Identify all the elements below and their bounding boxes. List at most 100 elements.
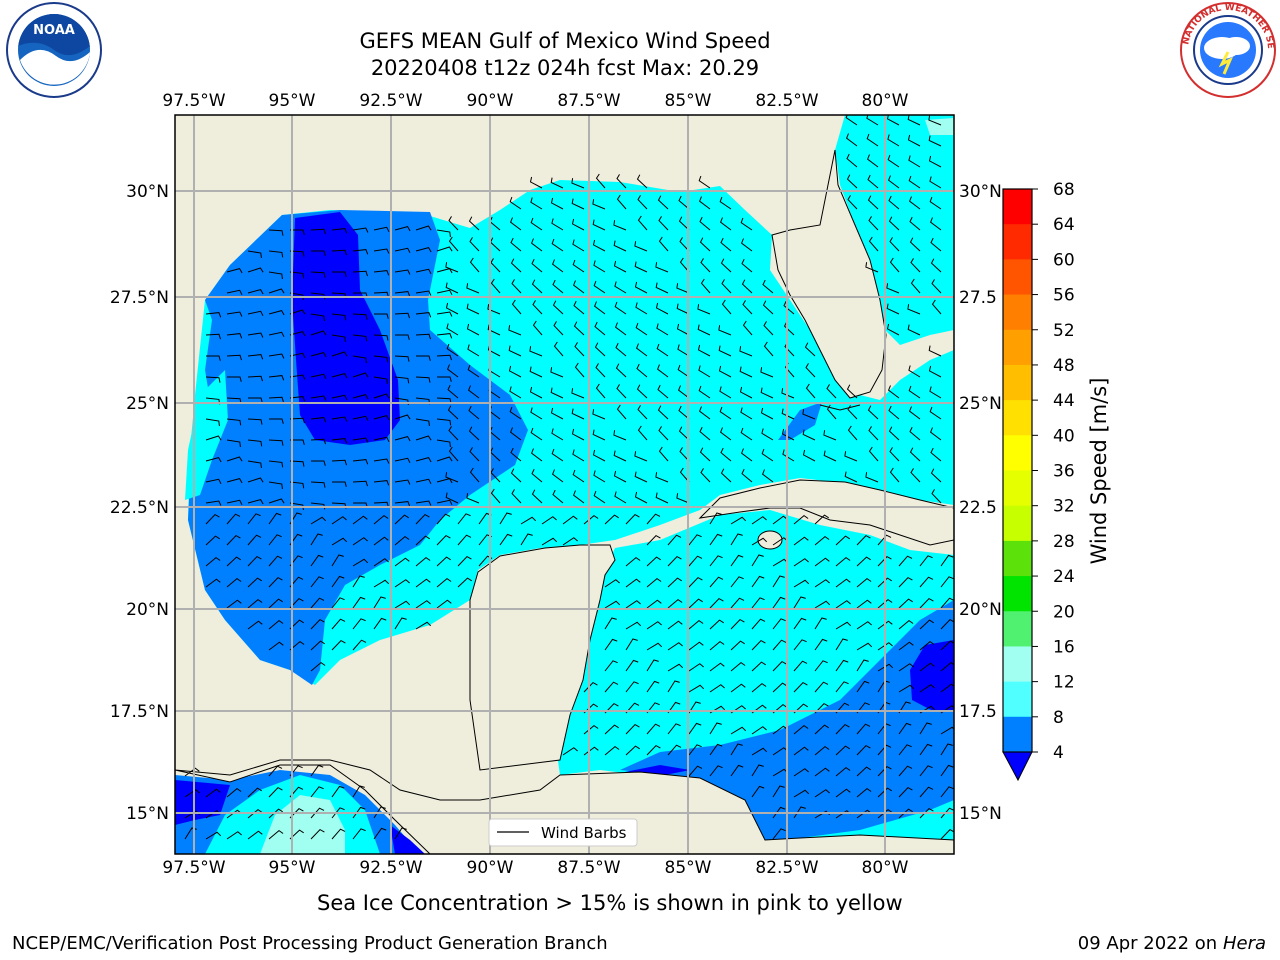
wind-barb: [637, 405, 648, 420]
colorbar-band: [1003, 259, 1032, 296]
wind-barb: [688, 641, 704, 651]
lat-label-left: 25°N: [126, 394, 169, 414]
wind-barb: [709, 619, 724, 630]
wind-barb: [761, 428, 774, 441]
wind-barb: [615, 342, 627, 357]
wind-barb: [730, 640, 745, 651]
wind-barb: [466, 323, 480, 336]
wind-barb: [907, 115, 921, 126]
wind-barb: [394, 600, 411, 609]
wind-barb: [226, 456, 243, 462]
wind-barb: [520, 516, 537, 525]
wind-barb: [415, 500, 432, 506]
wind-barb: [415, 225, 432, 231]
wind-barb: [637, 215, 648, 231]
wind-barb: [928, 365, 942, 378]
wind-barb: [457, 534, 472, 546]
colorbar-tick-label: 20: [1053, 602, 1075, 622]
wind-barb: [646, 513, 661, 525]
wind-barb: [867, 405, 879, 420]
wind-barb: [720, 447, 732, 462]
wind-barb: [877, 663, 894, 672]
wind-barb: [268, 288, 285, 294]
wind-barb: [793, 789, 810, 798]
wind-barb: [814, 767, 830, 777]
wind-barb: [395, 334, 410, 340]
wind-barb: [751, 661, 766, 672]
wind-barb: [268, 598, 283, 609]
lon-label-bottom: 90°W: [467, 858, 514, 878]
wind-barb: [688, 722, 702, 735]
wind-barb: [721, 299, 732, 315]
lat-label-right: 22.5: [959, 498, 997, 518]
wind-barb: [268, 250, 284, 258]
wind-barb: [331, 438, 348, 444]
wind-barb: [614, 281, 627, 294]
wind-barb: [646, 534, 661, 546]
wind-barb: [247, 513, 261, 525]
wind-barb: [226, 333, 243, 339]
wind-barb: [457, 513, 471, 525]
wind-barb: [268, 619, 284, 630]
wind-barb: [595, 383, 606, 399]
lat-label-right: 25°N: [959, 394, 1002, 414]
wind-barb: [530, 238, 543, 252]
wind-barb: [688, 663, 704, 672]
wind-barb: [908, 385, 921, 399]
wind-barb: [793, 536, 809, 546]
wind-barb: [698, 385, 711, 399]
wind-barb: [919, 619, 934, 630]
wind-barb: [205, 376, 221, 383]
wind-barb: [508, 325, 522, 336]
wind-barb: [742, 320, 753, 336]
wind-barb: [814, 702, 829, 714]
wind-barb: [762, 279, 774, 294]
wind-barb: [856, 787, 872, 798]
wind-barb: [394, 535, 410, 546]
lat-label-left: 22.5°N: [110, 498, 169, 518]
colorbar-tick-label: 64: [1053, 215, 1075, 235]
wind-barb: [625, 621, 642, 630]
wind-barb: [929, 406, 942, 420]
wind-barb: [866, 133, 879, 147]
wind-barb: [919, 684, 935, 693]
wind-barb: [373, 827, 387, 840]
wind-barb: [709, 684, 725, 693]
colorbar-tick-label: 60: [1053, 250, 1075, 270]
wind-barb: [552, 300, 564, 315]
wind-barb: [679, 467, 690, 483]
wind-barb: [697, 344, 711, 357]
wind-barb: [751, 618, 766, 630]
wind-barb: [868, 216, 879, 231]
wind-barb: [415, 268, 432, 275]
wind-barb: [846, 384, 858, 399]
wind-barb: [499, 512, 512, 525]
wind-barb: [352, 575, 365, 588]
wind-barb: [898, 808, 913, 819]
wind-barb: [763, 341, 774, 357]
colorbar-band: [1003, 329, 1032, 366]
wind-barb: [604, 617, 617, 630]
wind-barb: [625, 513, 640, 525]
wind-barb: [865, 472, 879, 483]
wind-barb: [835, 788, 851, 798]
lon-label-top: 82.5°W: [755, 91, 818, 111]
colorbar-band: [1003, 540, 1032, 577]
wind-barb: [415, 247, 432, 253]
wind-barb: [247, 310, 264, 317]
wind-barb: [374, 313, 389, 319]
wind-barb: [614, 491, 627, 504]
wind-barb: [646, 642, 663, 651]
wind-barb: [373, 334, 389, 341]
wind-barb: [226, 831, 242, 840]
wind-barb: [289, 292, 304, 301]
wind-barb: [625, 681, 639, 693]
wind-barb: [721, 279, 732, 294]
wind-barb: [805, 363, 816, 378]
lon-label-top: 87.5°W: [557, 91, 620, 111]
wind-barb: [793, 660, 808, 672]
sea-ice-note: Sea Ice Concentration > 15% is shown in …: [317, 891, 903, 915]
wind-barb: [289, 640, 305, 651]
wind-barb: [886, 303, 900, 315]
colorbar-tick-label: 12: [1053, 673, 1075, 693]
